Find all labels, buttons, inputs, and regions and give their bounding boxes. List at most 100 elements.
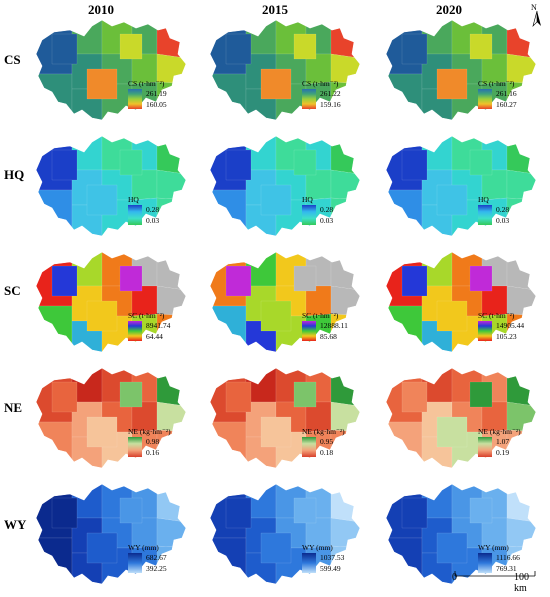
map-region (36, 305, 73, 352)
map-region (330, 484, 360, 524)
map-region (293, 33, 317, 60)
legend-max-value: 0.95 (320, 437, 334, 446)
map-region (225, 149, 252, 181)
map-region (436, 532, 468, 564)
map-region (260, 184, 292, 216)
map-region (156, 484, 186, 524)
map-region (119, 381, 143, 408)
legend-color-ramp (302, 89, 316, 109)
map-region (119, 33, 143, 60)
region-map (385, 367, 537, 469)
map-region (156, 252, 186, 292)
legend-title: SC (t·hm⁻²) (128, 311, 165, 320)
legend-min-value: 392.25 (146, 564, 167, 573)
map-panel-wy-2015: WY (mm) 1037.53 599.49 (206, 478, 366, 590)
year-title-2010: 2010 (88, 2, 114, 17)
map-region (401, 33, 428, 65)
legend-title: NE (kg·hm⁻²) (128, 427, 171, 436)
legend-title: NE (kg·hm⁻²) (478, 427, 521, 436)
map-region (330, 20, 360, 60)
map-region (156, 136, 186, 176)
legend-min-value: 0.03 (496, 216, 510, 225)
map-region (469, 381, 493, 408)
map-region (386, 537, 423, 584)
legend-color-ramp (302, 553, 316, 573)
map-region (156, 197, 186, 236)
map-region (36, 537, 73, 584)
legend-title: WY (mm) (302, 543, 333, 552)
map-region (156, 429, 186, 468)
legend-title: SC (t·hm⁻²) (478, 311, 515, 320)
legend-color-ramp (128, 205, 142, 225)
legend-min-value: 64.44 (146, 332, 163, 341)
map-region (469, 497, 493, 524)
legend-max-value: 0.98 (146, 437, 160, 446)
legend-max-value: 0.28 (146, 205, 160, 214)
map-region (330, 136, 360, 176)
legend-title: WY (mm) (128, 543, 159, 552)
map-region (260, 416, 292, 448)
row-label-ne: NE (4, 400, 23, 415)
legend-color-ramp (128, 437, 142, 457)
map-panel-sc-2010: SC (t·hm⁻²) 8941.74 64.44 (32, 246, 192, 358)
map-region (469, 33, 493, 60)
map-region (36, 73, 73, 120)
north-label: N (531, 3, 537, 12)
map-region (225, 497, 252, 529)
map-region (260, 68, 292, 100)
map-region (293, 497, 317, 524)
region-map (209, 135, 361, 237)
map-panel-wy-2010: WY (mm) 682.67 392.25 (32, 478, 192, 590)
map-region (86, 300, 118, 332)
region-map (385, 483, 537, 585)
legend-min-value: 105.23 (496, 332, 517, 341)
map-panel-cs-2010: CS (t·hm⁻²) 261.19 160.05 (32, 14, 192, 126)
map-region (436, 300, 468, 332)
row-label-wy: WY (4, 517, 27, 532)
map-panel-hq-2015: HQ 0.28 0.03 (206, 130, 366, 242)
legend-color-ramp (302, 321, 316, 341)
map-region (506, 197, 536, 236)
map-panel-hq-2020: HQ 0.28 0.03 (382, 130, 542, 242)
map-region (330, 169, 360, 201)
legend-color-ramp (302, 437, 316, 457)
legend-title: NE (kg·hm⁻²) (302, 427, 345, 436)
legend-max-value: 261.16 (496, 89, 517, 98)
map-region (225, 33, 252, 65)
region-map (35, 367, 187, 469)
year-title-2020: 2020 (436, 2, 462, 17)
map-region (436, 184, 468, 216)
map-region (506, 429, 536, 468)
map-region (210, 537, 247, 584)
map-region (119, 497, 143, 524)
region-map (35, 251, 187, 353)
map-region (506, 169, 536, 201)
map-region (86, 416, 118, 448)
map-region (225, 265, 252, 297)
region-map (209, 367, 361, 469)
map-region (86, 68, 118, 100)
legend-title: HQ (478, 195, 489, 204)
legend-max-value: 1116.66 (496, 553, 520, 562)
map-region (36, 189, 73, 236)
legend-min-value: 0.03 (320, 216, 334, 225)
map-panel-ne-2010: NE (kg·hm⁻²) 0.98 0.16 (32, 362, 192, 474)
scale-start-label: 0 (452, 572, 457, 583)
map-region (506, 252, 536, 292)
legend-max-value: 0.28 (496, 205, 510, 214)
legend-min-value: 160.05 (146, 100, 167, 109)
map-region (51, 265, 78, 297)
map-region (330, 429, 360, 468)
legend-title: CS (t·hm⁻²) (478, 79, 515, 88)
map-panel-ne-2015: NE (kg·hm⁻²) 0.95 0.18 (206, 362, 366, 474)
legend-color-ramp (128, 553, 142, 573)
map-region (210, 189, 247, 236)
legend-max-value: 14905.44 (496, 321, 525, 330)
row-label-sc: SC (4, 283, 21, 298)
map-region (436, 68, 468, 100)
map-region (401, 265, 428, 297)
legend-min-value: 0.16 (146, 448, 160, 457)
map-region (156, 517, 186, 549)
region-map (385, 19, 537, 121)
map-region (506, 368, 536, 408)
